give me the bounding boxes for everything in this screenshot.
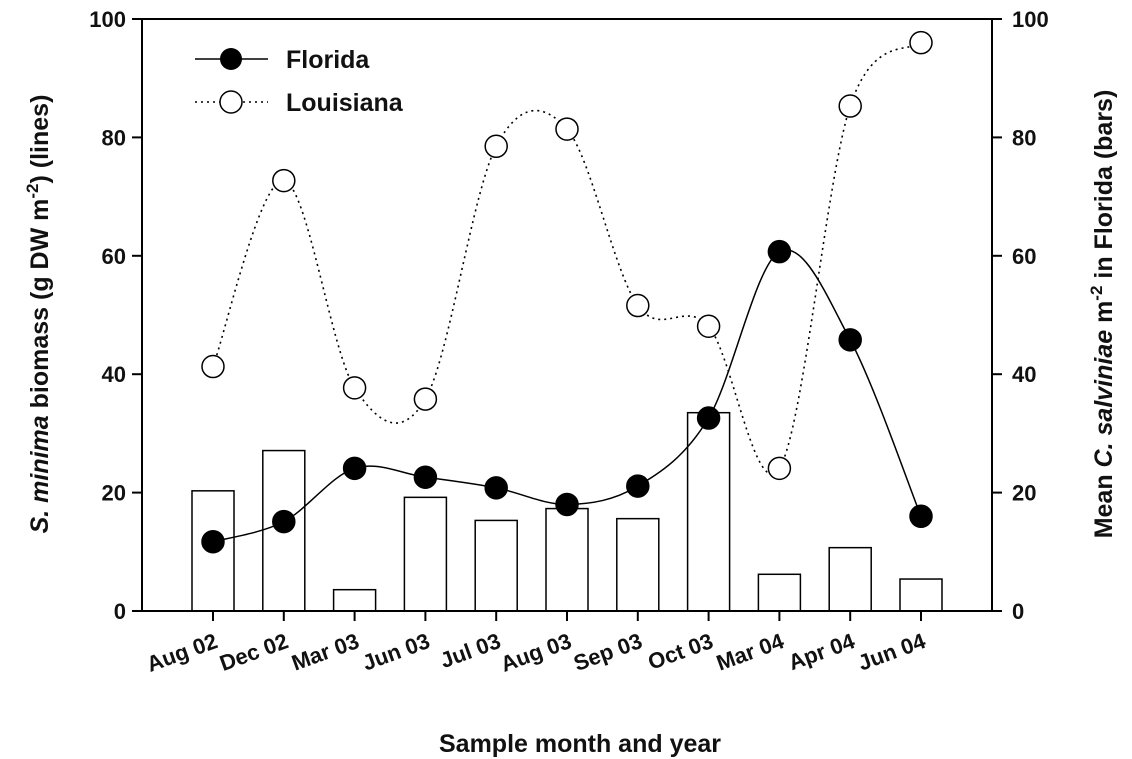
legend-florida-marker — [220, 48, 242, 70]
point-louisiana-9 — [838, 94, 862, 118]
y-left-tick-label-1: 20 — [102, 481, 126, 506]
x-tick-label-3: Jun 03 — [359, 628, 433, 675]
point-louisiana-0 — [201, 354, 225, 379]
point-louisiana-1 — [272, 168, 296, 193]
point-louisiana-6 — [626, 293, 650, 318]
x-tick-label-4: Jul 03 — [437, 628, 504, 673]
bar-10 — [899, 578, 943, 612]
y-left-tick-label-0: 0 — [114, 599, 126, 624]
y-axis-left-title: S. minima biomass (g DW m-2) (lines) — [23, 95, 54, 534]
x-tick-label-0: Aug 02 — [143, 628, 220, 677]
point-louisiana-10 — [909, 30, 933, 55]
x-tick-label-1: Dec 02 — [216, 628, 291, 676]
y-left-tick-label-5: 100 — [89, 7, 126, 32]
bar-8 — [757, 573, 802, 612]
y-right-tick-label-3: 60 — [1012, 244, 1036, 269]
point-louisiana-8 — [767, 456, 792, 481]
bars-layer — [191, 411, 943, 612]
y-left-title-species: S. minima — [26, 415, 54, 533]
point-florida-1 — [272, 509, 296, 534]
markers-layer — [201, 30, 933, 554]
y-right-title-tail: in Florida (bars) — [1090, 90, 1118, 286]
x-tick-label-6: Sep 03 — [570, 628, 645, 676]
point-florida-3 — [413, 465, 438, 489]
legend: Florida Louisiana — [195, 46, 404, 117]
y-right-tick-label-5: 100 — [1012, 7, 1049, 32]
legend-louisiana-marker — [219, 90, 243, 114]
y-left-tick-label-4: 80 — [102, 125, 126, 150]
point-louisiana-4 — [484, 134, 508, 159]
legend-florida-label: Florida — [286, 46, 370, 74]
point-louisiana-2 — [342, 376, 367, 400]
x-tick-label-10: Jun 04 — [855, 628, 930, 676]
x-tick-label-2: Mar 03 — [288, 628, 362, 675]
point-florida-7 — [696, 406, 721, 430]
point-florida-10 — [909, 504, 933, 529]
y-left-tick-label-3: 60 — [102, 244, 126, 269]
bar-6 — [616, 517, 660, 612]
y-right-title-sup: -2 — [1087, 286, 1106, 301]
bar-2 — [332, 588, 377, 612]
y-axis-right-title: Mean C. salviniae m-2 in Florida (bars) — [1087, 90, 1118, 539]
x-tick-label-5: Aug 03 — [497, 628, 574, 677]
y-right-tick-label-4: 80 — [1012, 125, 1036, 150]
y-left-title-sup: -2 — [23, 184, 42, 199]
y-right-tick-label-0: 0 — [1012, 599, 1024, 624]
point-louisiana-5 — [555, 117, 579, 141]
x-tick-label-7: Oct 03 — [645, 628, 717, 674]
point-florida-4 — [484, 476, 508, 500]
bar-9 — [828, 546, 872, 612]
point-louisiana-3 — [413, 387, 438, 411]
y-left-tick-label-2: 40 — [102, 362, 126, 387]
bar-7 — [686, 411, 731, 612]
y-right-tick-label-2: 40 — [1012, 362, 1036, 387]
y-left-title-tail: ) (lines) — [26, 95, 54, 184]
y-right-title-text: m — [1090, 301, 1118, 330]
point-florida-2 — [342, 456, 367, 481]
point-florida-5 — [555, 492, 579, 517]
y-right-title-species: C. salviniae — [1090, 330, 1118, 468]
legend-louisiana-label: Louisiana — [286, 89, 404, 117]
point-florida-6 — [626, 474, 650, 498]
point-florida-8 — [767, 239, 792, 264]
point-louisiana-7 — [696, 314, 721, 338]
point-florida-0 — [201, 529, 225, 554]
x-tick-label-9: Apr 04 — [785, 628, 859, 675]
bar-4 — [474, 519, 518, 612]
point-florida-9 — [838, 328, 862, 352]
x-axis-title: Sample month and year — [439, 730, 721, 758]
bar-3 — [403, 496, 448, 612]
y-left-title-text: biomass (g DW m — [26, 199, 54, 416]
x-tick-label-8: Mar 04 — [713, 628, 788, 676]
bar-5 — [545, 507, 589, 612]
y-right-title-prefix: Mean — [1090, 467, 1118, 538]
y-right-tick-label-1: 20 — [1012, 481, 1036, 506]
